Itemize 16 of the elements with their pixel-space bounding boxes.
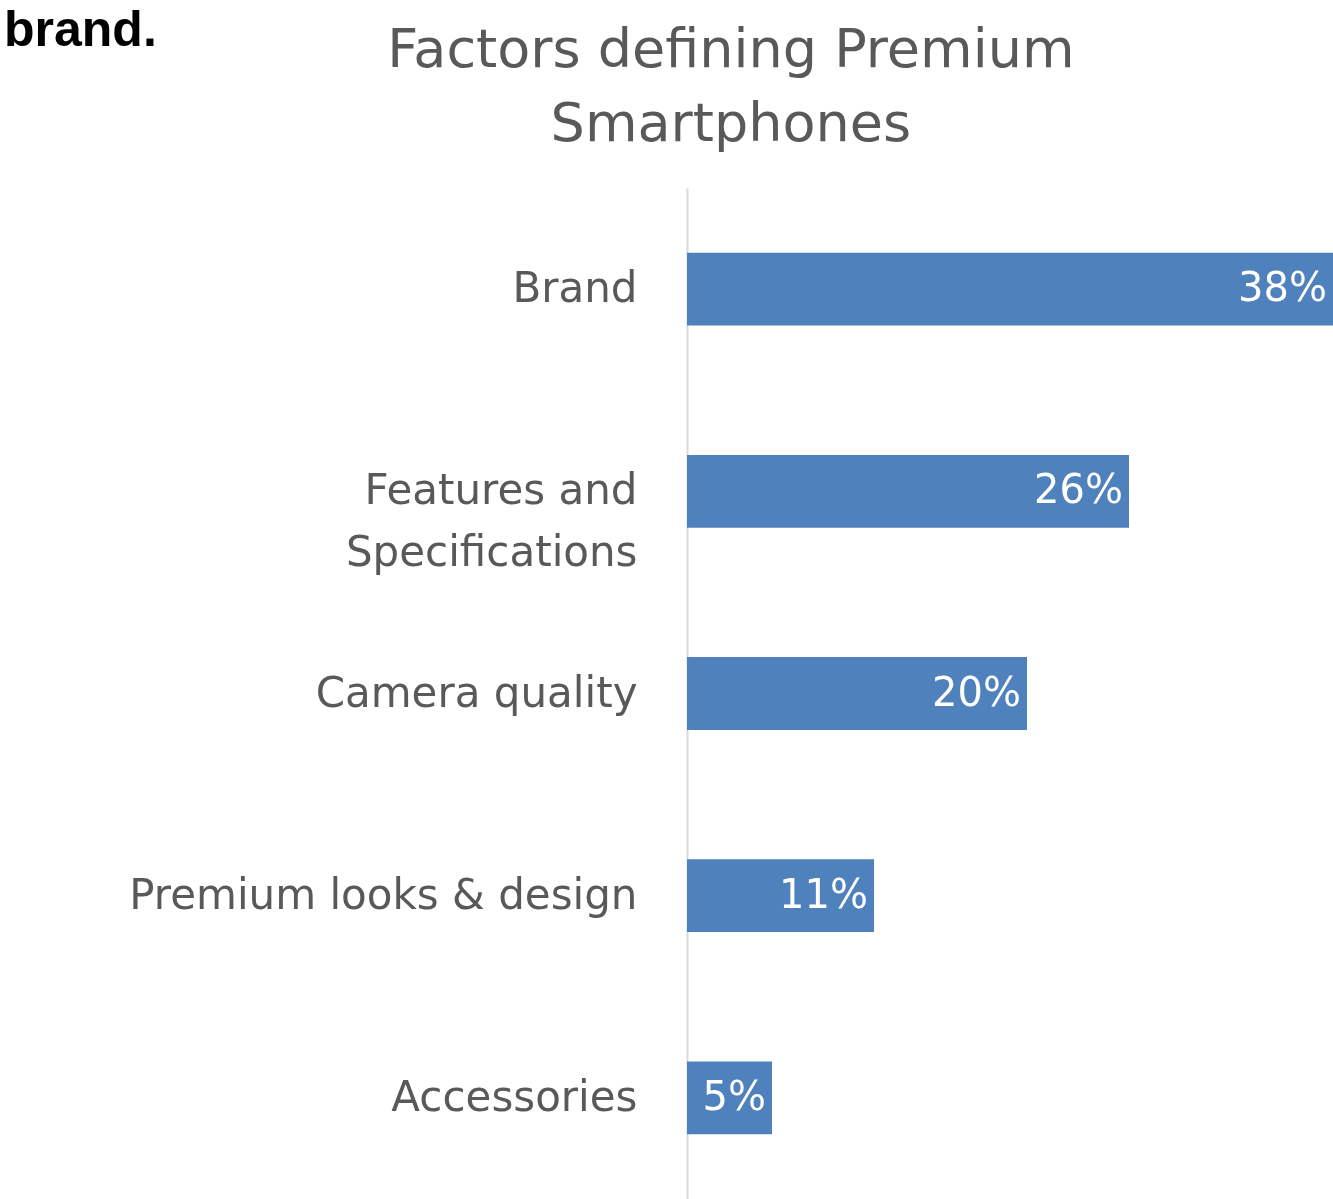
data-label: 5% (702, 1072, 766, 1119)
y-tick-label: Camera quality (315, 667, 638, 717)
y-tick-label: Features and Specifications (345, 465, 638, 577)
y-tick-label: Accessories (391, 1071, 638, 1121)
chart-title: Factors defining Premium Smartphones (387, 17, 1075, 154)
data-label: 26% (1034, 466, 1123, 513)
data-label: 38% (1238, 264, 1327, 311)
bar (687, 657, 1027, 730)
y-tick-label: Premium looks & design (129, 869, 638, 919)
data-label: 11% (779, 870, 868, 917)
bar (687, 252, 1333, 326)
bar (687, 859, 874, 933)
text: brand. (4, 0, 157, 58)
y-tick-label: Brand (512, 263, 638, 313)
bar (687, 454, 1129, 528)
data-label: 20% (932, 668, 1021, 715)
